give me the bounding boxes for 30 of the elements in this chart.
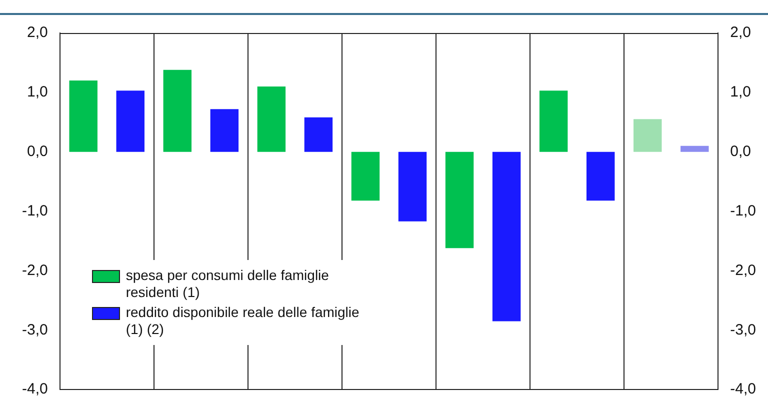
y-tick-label: -4,0 bbox=[22, 380, 48, 398]
y2-tick-label: -1,0 bbox=[730, 202, 756, 220]
y-tick-label: 1,0 bbox=[26, 84, 48, 101]
y2-tick-label: 0,0 bbox=[730, 143, 752, 160]
y2-tick-label: 2,0 bbox=[730, 24, 752, 42]
bar bbox=[116, 90, 144, 152]
bar bbox=[398, 152, 427, 222]
bar bbox=[351, 152, 380, 201]
y-tick-label: -2,0 bbox=[22, 262, 48, 279]
y2-tick-label: -3,0 bbox=[730, 321, 756, 338]
bar bbox=[210, 109, 239, 152]
bar bbox=[634, 119, 662, 152]
bar bbox=[492, 152, 521, 322]
bar bbox=[304, 117, 333, 152]
bar bbox=[69, 80, 98, 152]
y2-tick-label: -2,0 bbox=[730, 262, 756, 279]
bar bbox=[680, 146, 709, 152]
y-tick-label: 0,0 bbox=[26, 143, 48, 160]
y2-tick-label: -4,0 bbox=[730, 380, 756, 398]
y-tick-label: 2,0 bbox=[26, 24, 48, 42]
y2-tick-label: 1,0 bbox=[730, 84, 752, 101]
legend-label: spesa per consumi delle famiglie residenti (1) bbox=[126, 266, 330, 301]
bar bbox=[445, 152, 474, 248]
bar bbox=[163, 70, 192, 152]
bar bbox=[539, 90, 568, 152]
bar bbox=[586, 152, 615, 201]
legend-label: reddito disponibile reale delle famiglie (1) (2) bbox=[126, 304, 360, 338]
y-tick-label: -3,0 bbox=[22, 321, 48, 338]
bar bbox=[257, 86, 286, 152]
y-tick-label: -1,0 bbox=[22, 202, 48, 220]
